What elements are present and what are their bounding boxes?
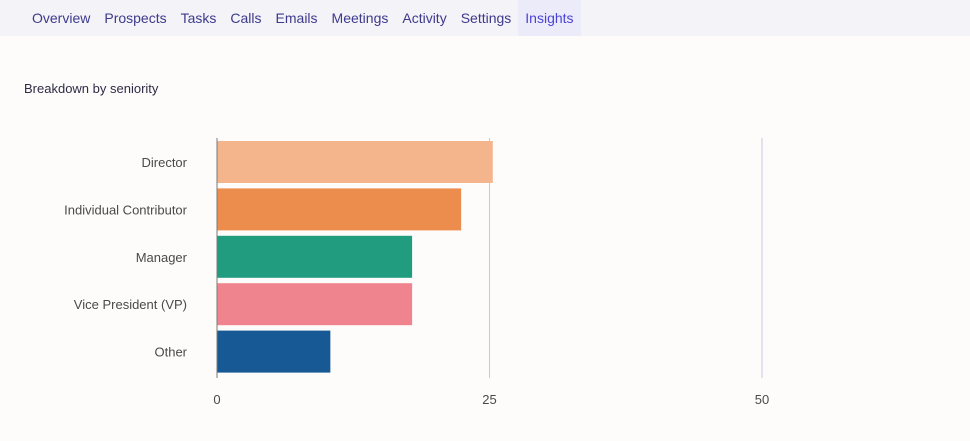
category-label: Individual Contributor <box>64 202 188 217</box>
tab-emails[interactable]: Emails <box>275 10 318 26</box>
x-tick-label: 0 <box>213 392 220 407</box>
x-tick-label: 50 <box>755 392 769 407</box>
bar[interactable] <box>217 283 413 326</box>
top-nav: Overview Prospects Tasks Calls Emails Me… <box>0 0 970 36</box>
tab-insights[interactable]: Insights <box>518 0 581 36</box>
bar[interactable] <box>217 141 493 183</box>
bar[interactable] <box>217 188 462 231</box>
bar[interactable] <box>217 235 413 278</box>
x-tick-label: 25 <box>482 392 496 407</box>
tab-prospects[interactable]: Prospects <box>104 10 167 26</box>
tab-settings[interactable]: Settings <box>460 10 512 26</box>
category-label: Other <box>154 345 187 360</box>
category-label: Director <box>141 155 187 170</box>
category-label: Vice President (VP) <box>74 297 187 312</box>
tab-overview[interactable]: Overview <box>32 10 91 26</box>
bar[interactable] <box>217 330 331 373</box>
category-label: Manager <box>136 250 188 265</box>
tab-meetings[interactable]: Meetings <box>331 10 389 26</box>
tab-tasks[interactable]: Tasks <box>180 10 217 26</box>
chart-title: Breakdown by seniority <box>24 81 159 96</box>
tab-activity[interactable]: Activity <box>402 10 447 26</box>
tab-calls[interactable]: Calls <box>230 10 262 26</box>
